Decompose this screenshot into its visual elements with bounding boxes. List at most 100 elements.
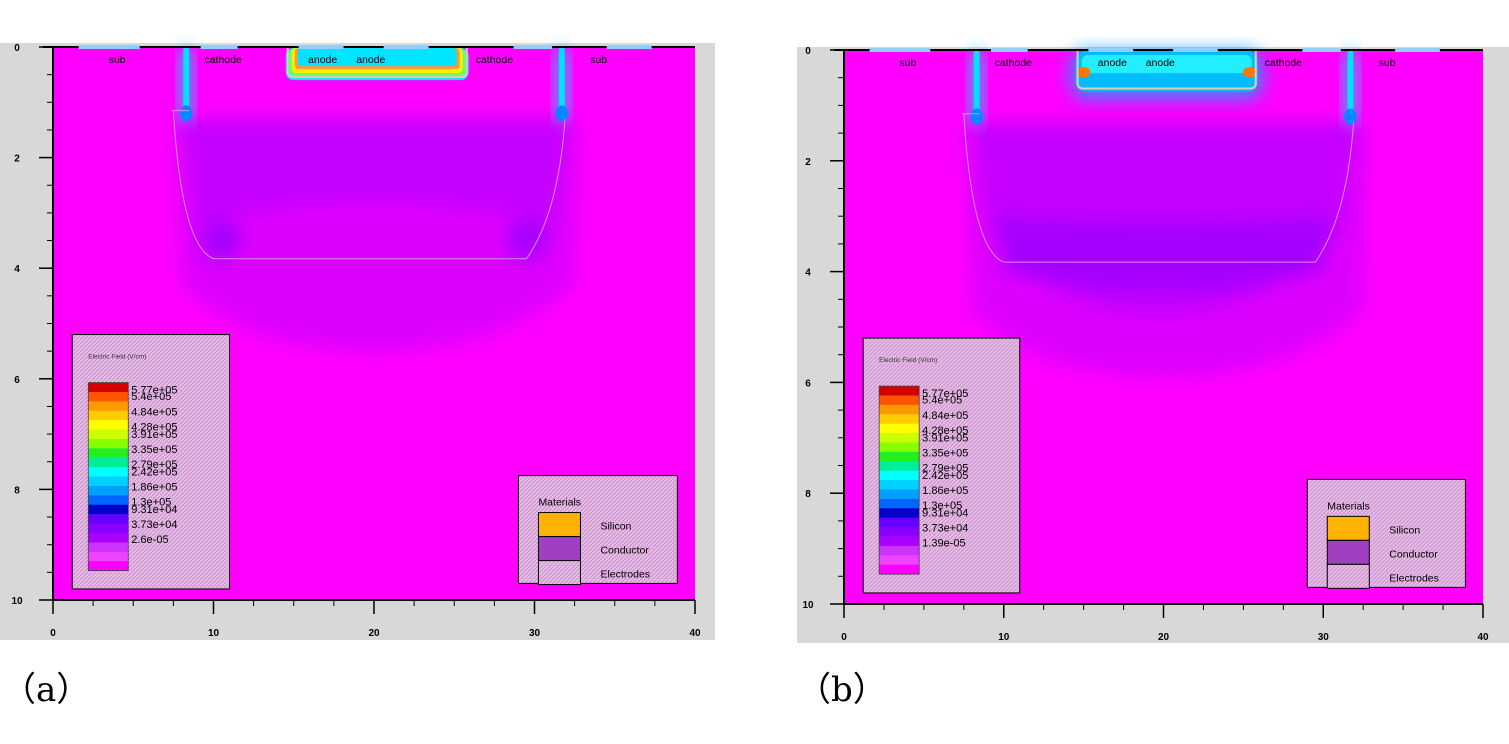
field-legend: Electric Field (V/cm) 5.77e+055.4e+05 4.84… xyxy=(71,334,231,590)
electrode-pad-1 xyxy=(990,48,1028,52)
color-band-4 xyxy=(88,420,129,431)
electrode-pad-2 xyxy=(1088,48,1134,52)
depletion-corner-right xyxy=(504,220,549,261)
y-tick-label-2: 4 xyxy=(805,268,811,279)
color-bar-frame xyxy=(878,385,920,575)
legend-level-8: 1.86e+05 xyxy=(131,481,177,493)
color-band-18 xyxy=(879,555,920,566)
anode-outline xyxy=(1076,51,1257,90)
color-band-13 xyxy=(879,508,920,519)
electrode-label-5: sub xyxy=(1379,57,1396,69)
electrode-pad-5 xyxy=(606,45,652,49)
panel-b: sub cathode anode anode cathode sub 0 2 4 6 8 10 0 10… xyxy=(797,0,1509,744)
trench-core-1 xyxy=(558,47,565,117)
legend-level-7: 2.42e+05 xyxy=(131,466,177,478)
y-tick-label-5: 10 xyxy=(11,596,23,607)
x-tick-label-0: 0 xyxy=(50,628,56,639)
legend-level-2: 4.84e+05 xyxy=(131,406,177,418)
legend-level-4: 3.91e+05 xyxy=(131,429,177,441)
color-band-13 xyxy=(88,504,129,515)
material-label-0: Silicon xyxy=(1389,524,1420,536)
well-outline xyxy=(171,110,566,260)
trench-tip-1 xyxy=(1344,108,1357,125)
legend-level-10: 9.31e+04 xyxy=(922,508,968,520)
electrode-pad-0 xyxy=(869,48,931,52)
x-tick-label-1: 10 xyxy=(998,632,1010,643)
field-plot-a: sub cathode anode anode cathode sub 0 2 4 6 8 10 0 10… xyxy=(0,43,715,640)
color-band-15 xyxy=(879,527,920,537)
color-band-8 xyxy=(88,457,129,468)
electrode-label-2: anode xyxy=(308,54,337,66)
electrode-pad-0 xyxy=(78,45,140,49)
anode-inner xyxy=(1081,55,1252,74)
trench-core-0 xyxy=(183,47,190,117)
x-tick-label-3: 30 xyxy=(529,628,541,639)
color-band-4 xyxy=(879,423,920,434)
x-tick-label-2: 20 xyxy=(368,628,380,639)
x-tick-label-4: 40 xyxy=(689,628,701,639)
y-tick-label-5: 10 xyxy=(802,600,814,611)
electrode-label-4: cathode xyxy=(476,54,514,66)
y-tick-label-2: 4 xyxy=(14,264,20,275)
color-band-2 xyxy=(88,401,129,412)
material-swatch-2 xyxy=(537,560,581,586)
color-band-8 xyxy=(879,461,920,472)
color-band-12 xyxy=(88,495,129,506)
y-tick-label-1: 2 xyxy=(805,157,811,168)
legend-level-3: 4.28e+05 xyxy=(131,421,177,433)
electrode-pad-1 xyxy=(200,45,238,49)
material-label-0: Silicon xyxy=(600,521,631,533)
color-band-2 xyxy=(879,404,920,415)
materials-legend-title: Materials xyxy=(1327,500,1370,512)
electrode-label-5: sub xyxy=(590,54,607,66)
x-tick-label-1: 10 xyxy=(208,628,220,639)
field-legend-title: Electric Field (V/cm) xyxy=(879,357,937,364)
material-label-1: Conductor xyxy=(1389,548,1438,560)
y-tick-label-0: 0 xyxy=(14,43,20,54)
material-label-1: Conductor xyxy=(600,545,649,557)
legend-level-5: 3.35e+05 xyxy=(922,447,968,459)
trench-tip-0 xyxy=(180,105,193,122)
trench-tip-0 xyxy=(970,108,983,125)
electrode-pad-4 xyxy=(513,45,553,49)
color-band-11 xyxy=(88,485,129,496)
color-band-19 xyxy=(879,564,920,575)
caption-a: （a） xyxy=(2,670,91,710)
legend-level-0: 5.77e+05 xyxy=(922,388,968,400)
anode-core xyxy=(297,48,457,67)
color-band-7 xyxy=(88,448,129,459)
electrode-label-3: anode xyxy=(1146,57,1175,69)
legend-level-4: 3.91e+05 xyxy=(922,432,968,444)
material-swatch-0 xyxy=(1326,515,1370,541)
anode-hotspot-right xyxy=(1242,67,1257,78)
x-tick-label-2: 20 xyxy=(1158,632,1170,643)
legend-level-9: 1.3e+05 xyxy=(131,497,171,509)
legend-level-1: 5.4e+05 xyxy=(922,395,962,407)
materials-legend-title: Materials xyxy=(538,497,581,509)
electrode-label-1: cathode xyxy=(995,57,1033,69)
color-band-9 xyxy=(879,470,920,481)
legend-level-2: 4.84e+05 xyxy=(922,410,968,422)
legend-level-3: 4.28e+05 xyxy=(922,425,968,437)
legend-level-6: 2.79e+05 xyxy=(922,462,968,474)
color-band-15 xyxy=(88,523,129,534)
electrode-pad-5 xyxy=(1395,48,1440,52)
legend-level-12: 1.39e-05 xyxy=(922,538,965,550)
electrode-label-0: sub xyxy=(899,57,916,69)
trench-tip-1 xyxy=(555,105,568,122)
depletion-region xyxy=(963,122,1368,377)
legend-level-11: 3.73e+04 xyxy=(922,523,968,535)
y-tick-label-4: 8 xyxy=(14,485,20,496)
color-band-7 xyxy=(879,451,920,462)
color-band-6 xyxy=(879,442,920,453)
material-swatch-1 xyxy=(1326,539,1370,565)
color-band-19 xyxy=(88,561,129,572)
x-tick-label-4: 40 xyxy=(1477,632,1489,643)
y-tick-label-4: 8 xyxy=(805,489,811,500)
color-band-10 xyxy=(879,480,920,490)
material-swatch-1 xyxy=(537,536,581,562)
color-bar-frame xyxy=(87,382,129,571)
color-band-18 xyxy=(88,551,129,562)
electrode-label-4: cathode xyxy=(1265,57,1303,69)
color-band-3 xyxy=(88,410,129,421)
